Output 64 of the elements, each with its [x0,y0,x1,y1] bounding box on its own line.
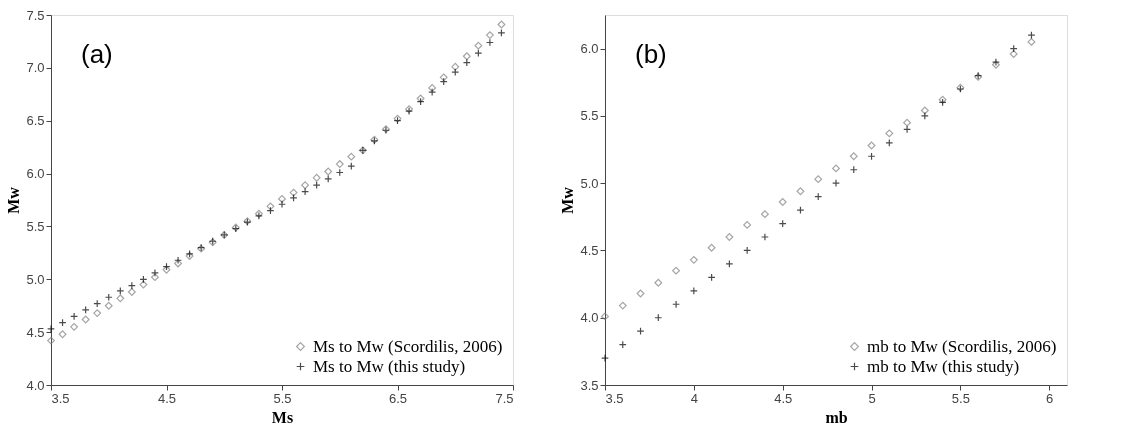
point [796,206,805,215]
y-tick-label: 6.0 [26,166,45,182]
x-tick-label: 5.5 [273,390,292,406]
point [920,106,929,115]
legend-label: mb to Mw (Scordilis, 2006) [867,336,1057,356]
point [832,179,840,188]
y-tick-label: 5.5 [580,108,599,124]
point [601,354,609,363]
point [618,301,627,310]
point [778,198,787,206]
point [849,152,858,161]
y-tick-label: 5.0 [26,271,45,287]
x-tick-label: 4.5 [774,390,793,406]
y-tick-label: 7.5 [26,7,45,23]
legend-label: Ms to Mw (this study) [313,356,466,376]
point [920,111,929,120]
legend-label: Ms to Mw (Scordilis, 2006) [313,336,503,356]
x-tick-label: 6 [1046,390,1054,406]
x-axis-title: Ms [271,408,294,426]
x-tick-label: 5.5 [951,390,970,406]
y-tick-label: 4.5 [26,324,45,340]
point [885,129,894,138]
point [636,289,645,298]
point [672,266,681,275]
point [903,125,912,134]
x-tick-label: 3.5 [605,390,624,406]
point [725,259,734,268]
point [867,141,876,150]
point [1027,37,1036,46]
x-axis-title: mb [825,408,848,426]
y-tick-label: 5.0 [580,175,599,191]
y-axis-title: Mw [559,186,577,214]
point [796,187,805,196]
y-tick-label: 6.5 [26,113,45,129]
annotation: (a) [81,39,113,69]
x-tick-label: 3.5 [51,390,70,406]
y-tick-label: 3.5 [580,377,599,393]
point [760,210,769,219]
point [903,118,912,127]
annotation: (b) [635,39,667,69]
x-tick-label: 4.5 [157,390,177,406]
x-tick-label: 4 [690,390,698,406]
y-tick-label: 4.0 [580,310,599,326]
legend-label: mb to Mw (this study) [867,356,1020,376]
y-tick-label: 4.0 [26,377,45,393]
x-tick-label: 7.5 [495,390,514,406]
y-tick-label: 4.5 [580,242,599,258]
point [654,278,663,287]
x-tick-label: 6.5 [388,390,408,406]
point [725,233,734,241]
y-tick-label: 5.5 [26,218,45,234]
point [601,312,609,321]
point [832,164,840,173]
y-tick-label: 6.0 [580,41,599,57]
point [689,255,698,264]
x-tick-label: 5 [868,390,876,406]
point [814,175,823,184]
point [1009,50,1018,58]
y-axis-title: Mw [5,186,23,214]
y-tick-label: 7.0 [26,60,45,76]
point [672,300,681,309]
point [707,243,716,252]
point [760,233,769,241]
point [743,220,752,229]
